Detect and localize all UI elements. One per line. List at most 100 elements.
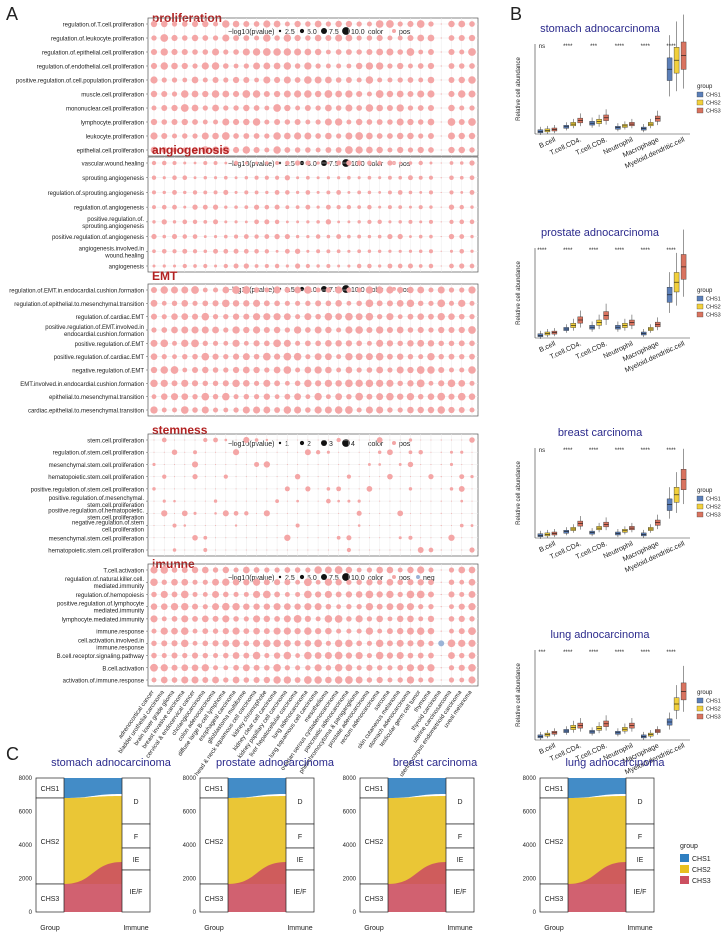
dot xyxy=(243,263,249,269)
dot xyxy=(409,235,412,238)
legend-size-label: 4 xyxy=(351,441,355,448)
dot xyxy=(201,326,209,334)
row-label: mesenchymal.stem.cell.proliferation xyxy=(49,463,144,469)
dot xyxy=(377,665,383,671)
dot xyxy=(377,160,382,166)
legend-color-label: color xyxy=(368,441,384,448)
dot xyxy=(153,439,155,441)
dot xyxy=(407,91,414,97)
dot xyxy=(263,461,271,468)
dot xyxy=(429,234,433,239)
dot xyxy=(276,463,278,465)
dot xyxy=(460,450,464,454)
dot xyxy=(470,524,474,527)
dot xyxy=(459,49,465,55)
dot xyxy=(397,567,403,573)
dot xyxy=(396,299,404,307)
row-label: mononuclear.cell.proliferation xyxy=(66,107,144,113)
dot xyxy=(386,313,394,321)
dot xyxy=(244,205,249,210)
dot xyxy=(242,286,251,294)
dot xyxy=(376,133,383,139)
dot xyxy=(366,486,373,492)
dot xyxy=(263,676,270,684)
dot xyxy=(174,512,176,514)
dot xyxy=(355,62,363,70)
dot xyxy=(202,380,209,387)
dot xyxy=(416,590,425,599)
dot xyxy=(184,439,186,441)
dot xyxy=(315,287,321,293)
dot xyxy=(356,21,362,27)
x-label-immune: Immune xyxy=(447,925,472,932)
dot xyxy=(379,549,381,551)
dot xyxy=(397,263,403,269)
row-label: lymphocyte.proliferation xyxy=(81,121,144,127)
dot xyxy=(420,476,422,478)
dot xyxy=(468,639,476,647)
dot xyxy=(449,450,453,454)
dot xyxy=(450,439,452,441)
dot xyxy=(458,63,465,69)
dot xyxy=(447,132,455,140)
dot xyxy=(376,603,383,610)
dot xyxy=(338,476,340,478)
dot xyxy=(448,146,455,154)
dot xyxy=(345,146,353,154)
dot xyxy=(243,380,250,387)
dot xyxy=(398,249,402,253)
dot xyxy=(315,234,321,239)
dot xyxy=(449,190,454,195)
dot xyxy=(449,175,454,180)
dot xyxy=(223,77,229,83)
dot xyxy=(243,133,250,139)
legend-size-label: 5.0 xyxy=(307,575,317,582)
dot xyxy=(459,175,464,180)
dot xyxy=(347,220,351,224)
dot xyxy=(417,63,424,69)
dot xyxy=(263,326,270,334)
dot xyxy=(235,549,237,551)
dot xyxy=(387,35,393,41)
row-label: regulation.of.cardiac.EMT xyxy=(76,315,145,321)
dot xyxy=(192,249,198,254)
dot xyxy=(316,190,320,194)
right-node-label: IE xyxy=(297,857,304,864)
dot xyxy=(192,628,198,634)
dot xyxy=(387,133,393,139)
dot xyxy=(215,476,217,478)
dot xyxy=(336,367,342,373)
significance-label: **** xyxy=(563,448,573,454)
dot xyxy=(243,76,250,84)
dot xyxy=(273,603,281,611)
left-node xyxy=(359,797,389,885)
dot xyxy=(273,132,281,140)
dot xyxy=(233,133,239,139)
dot xyxy=(440,500,442,502)
dot xyxy=(427,627,435,635)
row-label: cardiac.epithelial.to.mesenchymal.transi… xyxy=(28,409,144,415)
dot xyxy=(243,677,250,683)
legend-size-dot xyxy=(299,28,305,34)
dot xyxy=(193,511,197,515)
dot xyxy=(181,639,189,648)
dot xyxy=(243,436,250,444)
dot xyxy=(336,604,342,610)
dot xyxy=(192,234,198,239)
dot xyxy=(448,77,455,83)
dot xyxy=(418,234,423,239)
dot xyxy=(449,249,454,253)
dot xyxy=(324,118,332,126)
dot xyxy=(314,366,322,374)
legend-pos-label: pos xyxy=(399,29,411,36)
x-label-group: Group xyxy=(364,925,384,932)
dot xyxy=(253,664,260,671)
legend-label: CHS1 xyxy=(706,497,721,503)
dot xyxy=(468,676,476,684)
dot xyxy=(304,615,311,623)
dot xyxy=(440,463,442,466)
dot xyxy=(171,21,178,27)
flow-band xyxy=(568,796,626,884)
dot xyxy=(408,190,413,195)
sankey-1: prostate adnocarcinoma80006000400020000C… xyxy=(183,757,335,932)
